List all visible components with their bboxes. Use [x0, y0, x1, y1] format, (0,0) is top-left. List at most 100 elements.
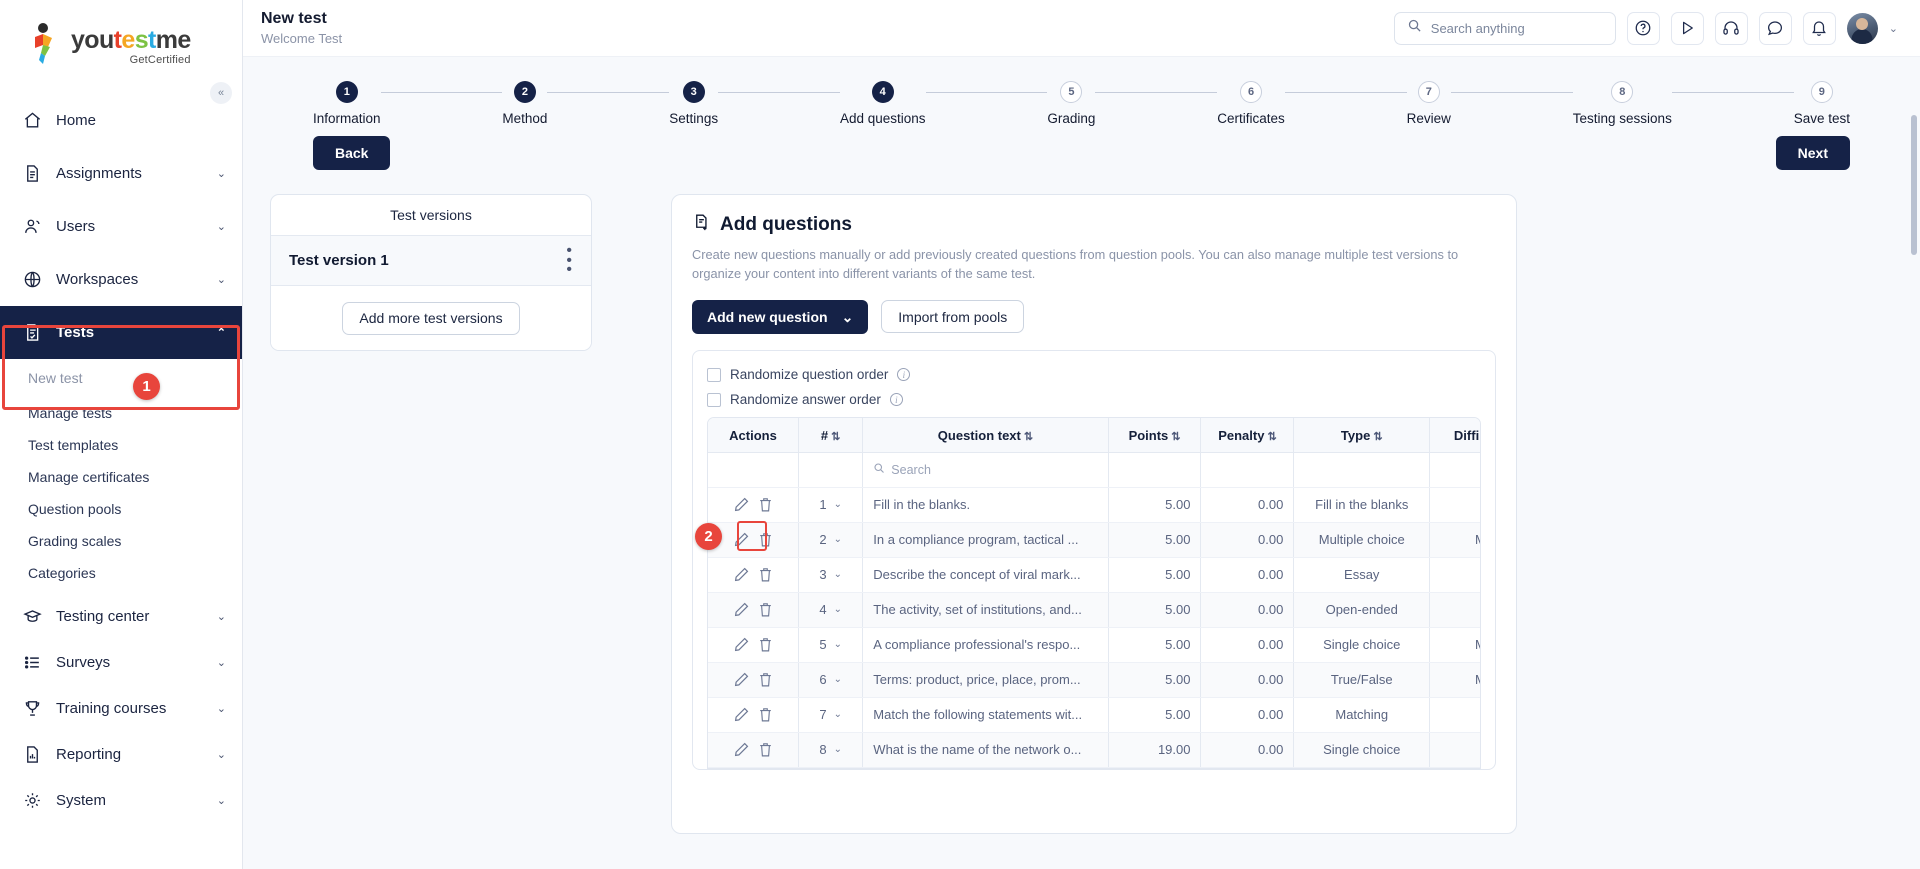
step-number: 5: [1060, 81, 1083, 103]
column-header-penalty[interactable]: Penalty ⇅: [1200, 418, 1295, 453]
sidebar-item-surveys[interactable]: Surveys ⌄: [0, 639, 242, 685]
global-search[interactable]: [1393, 11, 1616, 45]
table-row[interactable]: 6 ⌄ Terms: product, price, place, prom...…: [708, 662, 1480, 698]
sidebar-item-tests[interactable]: Tests ⌃: [0, 306, 242, 359]
brand-logo[interactable]: youtestme GetCertified: [0, 0, 242, 80]
table-row[interactable]: 8 ⌄ What is the name of the network o... …: [708, 732, 1480, 768]
sidebar-item-users[interactable]: Users ⌄: [0, 200, 242, 253]
table-row[interactable]: 4 ⌄ The activity, set of institutions, an…: [708, 592, 1480, 628]
sidebar-collapse-button[interactable]: «: [210, 82, 232, 104]
row-number[interactable]: 2 ⌄: [798, 522, 864, 558]
delete-question-icon[interactable]: [757, 636, 774, 653]
add-more-test-versions-button[interactable]: Add more test versions: [342, 301, 520, 335]
edit-question-icon[interactable]: [733, 706, 750, 723]
test-version-row[interactable]: Test version 1 • • •: [271, 236, 591, 286]
table-row[interactable]: 5 ⌄ A compliance professional's respo... …: [708, 627, 1480, 663]
delete-question-icon[interactable]: [757, 531, 774, 548]
delete-question-icon[interactable]: [757, 566, 774, 583]
step-certificates[interactable]: 6 Certificates: [1217, 81, 1285, 126]
sidebar-subitem-label: Grading scales: [28, 533, 122, 549]
sidebar-item-workspaces[interactable]: Workspaces ⌄: [0, 253, 242, 306]
gear-icon: [22, 790, 43, 811]
column-header-difficulty[interactable]: Diffi: [1429, 418, 1480, 453]
chat-icon[interactable]: [1758, 11, 1792, 45]
sidebar-item-reporting[interactable]: Reporting ⌄: [0, 731, 242, 777]
edit-question-icon[interactable]: [733, 531, 750, 548]
sidebar-item-assignments[interactable]: Assignments ⌄: [0, 147, 242, 200]
sidebar-item-new-test[interactable]: New test: [0, 359, 242, 397]
sidebar-item-categories[interactable]: Categories: [0, 557, 242, 589]
row-number[interactable]: 4 ⌄: [798, 592, 864, 628]
row-number[interactable]: 1 ⌄: [798, 487, 864, 523]
table-row[interactable]: 2 ⌄ In a compliance program, tactical ...…: [708, 522, 1480, 558]
chevron-down-icon: ⌄: [833, 534, 842, 546]
table-row[interactable]: 7 ⌄ Match the following statements wit...…: [708, 697, 1480, 733]
delete-question-icon[interactable]: [757, 706, 774, 723]
randomize-question-order-checkbox[interactable]: [707, 367, 721, 382]
randomize-answer-order-row[interactable]: Randomize answer order i: [707, 392, 1481, 407]
headset-icon[interactable]: [1714, 11, 1748, 45]
step-label: Grading: [1047, 111, 1096, 126]
add-new-question-button[interactable]: Add new question ⌄: [692, 300, 869, 335]
sidebar-item-test-templates[interactable]: Test templates: [0, 429, 242, 461]
sidebar-item-manage-tests[interactable]: Manage tests: [0, 397, 242, 429]
edit-question-icon[interactable]: [733, 566, 750, 583]
help-icon[interactable]: [1626, 11, 1660, 45]
table-row[interactable]: 1 ⌄ Fill in the blanks. 5.00 0.00 Fill in…: [708, 487, 1480, 523]
edit-question-icon[interactable]: [733, 741, 750, 758]
chevron-down-icon[interactable]: ⌄: [1888, 22, 1898, 35]
step-method[interactable]: 2 Method: [502, 81, 547, 126]
delete-question-icon[interactable]: [757, 671, 774, 688]
column-header-number[interactable]: # ⇅: [798, 418, 864, 453]
step-add-questions[interactable]: 4 Add questions: [840, 81, 926, 126]
row-number[interactable]: 7 ⌄: [798, 697, 864, 733]
randomize-answer-order-checkbox[interactable]: [707, 392, 721, 407]
row-question-text: What is the name of the network o...: [862, 732, 1109, 768]
sidebar-item-grading-scales[interactable]: Grading scales: [0, 525, 242, 557]
step-information[interactable]: 1 Information: [313, 81, 381, 126]
column-header-points[interactable]: Points ⇅: [1108, 418, 1202, 453]
step-number: 3: [682, 81, 705, 103]
sidebar-item-testing-center[interactable]: Testing center ⌄: [0, 593, 242, 639]
kebab-menu-icon[interactable]: • • •: [566, 242, 573, 279]
step-review[interactable]: 7 Review: [1407, 81, 1451, 126]
delete-question-icon[interactable]: [757, 601, 774, 618]
sidebar-item-system[interactable]: System ⌄: [0, 777, 242, 823]
table-row[interactable]: 3 ⌄ Describe the concept of viral mark...…: [708, 557, 1480, 593]
row-number[interactable]: 6 ⌄: [798, 662, 864, 698]
randomize-question-order-row[interactable]: Randomize question order i: [707, 367, 1481, 382]
import-from-pools-button[interactable]: Import from pools: [881, 300, 1025, 334]
row-number[interactable]: 5 ⌄: [798, 627, 864, 663]
bell-icon[interactable]: [1802, 11, 1836, 45]
edit-question-icon[interactable]: [733, 601, 750, 618]
row-number[interactable]: 3 ⌄: [798, 557, 864, 593]
edit-question-icon[interactable]: [733, 636, 750, 653]
delete-question-icon[interactable]: [757, 741, 774, 758]
step-save-test[interactable]: 9 Save test: [1794, 81, 1850, 126]
back-button[interactable]: Back: [313, 136, 391, 170]
question-text-search-cell[interactable]: Search: [862, 452, 1109, 488]
step-connector: [1671, 92, 1794, 93]
search-input[interactable]: [1430, 20, 1603, 36]
next-button[interactable]: Next: [1775, 136, 1850, 170]
column-header-type[interactable]: Type ⇅: [1293, 418, 1431, 453]
sidebar-item-home[interactable]: Home: [0, 94, 242, 147]
info-icon[interactable]: i: [897, 368, 911, 382]
step-grading[interactable]: 5 Grading: [1047, 81, 1095, 126]
info-icon[interactable]: i: [889, 393, 903, 407]
column-header-question-text[interactable]: Question text ⇅: [862, 418, 1109, 453]
play-icon[interactable]: [1670, 11, 1704, 45]
chevron-down-icon: ⌄: [833, 569, 842, 581]
edit-question-icon[interactable]: [733, 496, 750, 513]
page-title: New test: [261, 10, 327, 28]
sidebar-item-question-pools[interactable]: Question pools: [0, 493, 242, 525]
avatar[interactable]: [1846, 12, 1878, 44]
step-testing-sessions[interactable]: 8 Testing sessions: [1573, 81, 1672, 126]
delete-question-icon[interactable]: [757, 496, 774, 513]
sidebar-item-training-courses[interactable]: Training courses ⌄: [0, 685, 242, 731]
step-settings[interactable]: 3 Settings: [669, 81, 718, 126]
sidebar-item-manage-certificates[interactable]: Manage certificates: [0, 461, 242, 493]
page-scrollbar[interactable]: [1911, 115, 1917, 255]
edit-question-icon[interactable]: [733, 671, 750, 688]
row-number[interactable]: 8 ⌄: [798, 732, 864, 768]
